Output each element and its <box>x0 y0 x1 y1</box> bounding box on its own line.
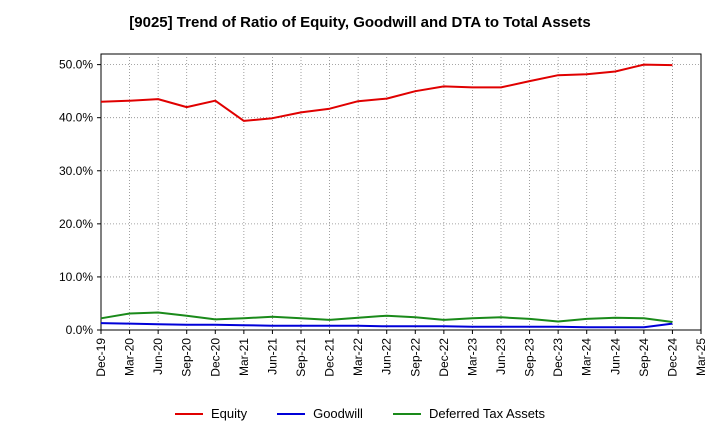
legend-swatch-goodwill <box>277 412 306 415</box>
x-tick-label: Mar-23 <box>465 338 479 376</box>
y-tick-label: 30.0% <box>59 164 93 178</box>
x-tick-label: Mar-24 <box>580 338 594 376</box>
legend-label-goodwill: Goodwill <box>313 406 363 421</box>
chart-title: [9025] Trend of Ratio of Equity, Goodwil… <box>129 14 591 31</box>
legend-swatch-equity <box>174 412 203 415</box>
x-tick-label: Sep-21 <box>294 338 308 377</box>
x-tick-label: Jun-22 <box>380 338 394 375</box>
legend: Equity Goodwill Deferred Tax Assets <box>0 406 720 421</box>
y-tick-label: 40.0% <box>59 111 93 125</box>
x-tick-label: Dec-21 <box>323 338 337 377</box>
series-line-deferred-tax-assets <box>100 311 673 323</box>
x-tick-label: Jun-20 <box>151 338 165 375</box>
x-tick-label: Jun-24 <box>608 338 622 375</box>
legend-item-equity: Equity <box>174 406 248 421</box>
plot-area <box>100 53 702 331</box>
x-tick-label: Sep-23 <box>523 338 537 377</box>
x-tick-label: Dec-20 <box>208 338 222 377</box>
x-tick-label: Mar-21 <box>237 338 251 376</box>
legend-swatch-deferred-tax-assets <box>392 412 421 415</box>
legend-item-deferred-tax-assets: Deferred Tax Assets <box>392 406 546 421</box>
y-tick-label: 0.0% <box>66 323 94 337</box>
x-tick-label: Dec-23 <box>551 338 565 377</box>
legend-label-deferred-tax-assets: Deferred Tax Assets <box>428 406 546 421</box>
x-tick-label: Sep-22 <box>408 338 422 377</box>
x-tick-label: Dec-19 <box>94 338 108 377</box>
x-tick-label: Mar-20 <box>123 338 137 376</box>
y-tick-label: 10.0% <box>59 270 93 284</box>
y-tick-label: 50.0% <box>59 58 93 72</box>
legend-item-goodwill: Goodwill <box>277 406 363 421</box>
y-tick-label: 20.0% <box>59 217 93 231</box>
x-tick-label: Jun-23 <box>494 338 508 375</box>
series-layer <box>100 63 673 329</box>
x-tick-label: Sep-20 <box>180 338 194 377</box>
x-tick-label: Jun-21 <box>265 338 279 375</box>
x-tick-label: Mar-22 <box>351 338 365 376</box>
y-axis: 0.0% 10.0% 20.0% 30.0% 40.0% 50.0% <box>59 58 101 337</box>
series-line-equity <box>100 63 673 122</box>
x-tick-label: Dec-24 <box>665 338 679 377</box>
x-axis: Dec-19 Mar-20 Jun-20 Sep-20 Dec-20 Mar-21 Jun-… <box>94 330 708 377</box>
series-line-goodwill <box>100 322 673 329</box>
x-tick-label: Mar-25 <box>694 338 708 376</box>
x-tick-label: Sep-24 <box>637 338 651 377</box>
x-tick-label: Dec-22 <box>437 338 451 377</box>
legend-label-equity: Equity <box>210 406 248 421</box>
